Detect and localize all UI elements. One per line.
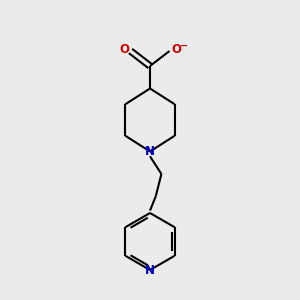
Text: O: O (119, 43, 129, 56)
Text: N: N (145, 145, 155, 158)
Text: N: N (145, 263, 155, 277)
Text: −: − (180, 41, 188, 51)
Text: O: O (171, 43, 181, 56)
